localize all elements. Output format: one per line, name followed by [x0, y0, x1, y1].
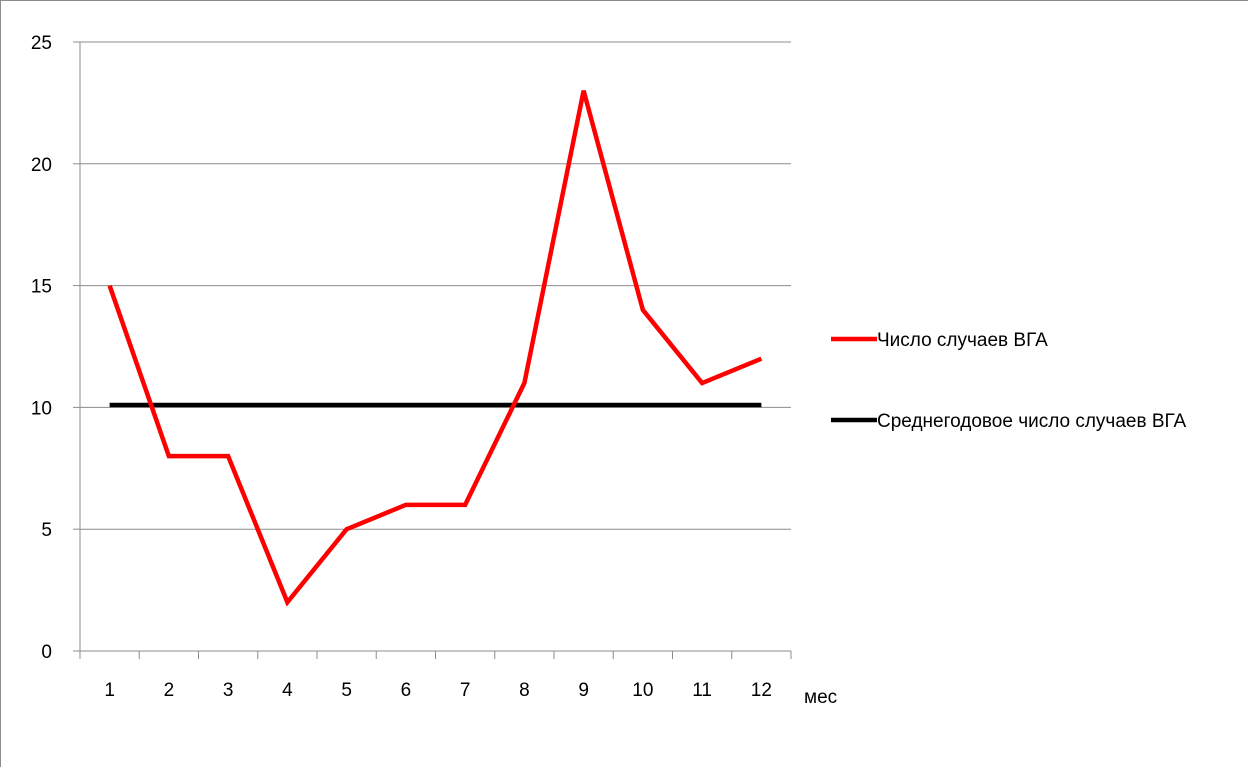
- x-tick-labels: 1 2 3 4 5 6 7 8 9 10 11 12: [104, 680, 772, 701]
- y-tick-label: 10: [31, 398, 52, 419]
- x-tick-label: 9: [578, 680, 589, 701]
- x-tick-label: 4: [282, 680, 293, 701]
- legend: Число случаев ВГА Среднегодовое число слу…: [831, 330, 1187, 432]
- y-tick-label: 5: [41, 520, 52, 541]
- x-tick-label: 2: [164, 680, 175, 701]
- x-tick-label: 6: [401, 680, 412, 701]
- y-tick-label: 15: [31, 277, 52, 298]
- series: [107, 90, 763, 607]
- x-tick-label: 12: [751, 680, 772, 701]
- y-tick-label: 0: [41, 642, 52, 663]
- x-tick-label: 1: [104, 680, 115, 701]
- legend-item: Число случаев ВГА: [831, 330, 1048, 351]
- x-tick-label: 10: [632, 680, 653, 701]
- x-axis-title: мес: [804, 687, 837, 708]
- y-tick-labels: 0 5 10 15 20 25: [31, 33, 52, 663]
- gridlines: [80, 41, 791, 530]
- legend-label: Число случаев ВГА: [877, 330, 1048, 351]
- series-line: [107, 90, 763, 607]
- x-tick-label: 3: [223, 680, 234, 701]
- x-tick-label: 11: [692, 680, 712, 701]
- x-tick-label: 8: [519, 680, 530, 701]
- y-tick-label: 25: [31, 33, 52, 54]
- y-tick-label: 20: [31, 155, 52, 176]
- x-tick-label: 7: [460, 680, 471, 701]
- legend-label: Среднегодовое число случаев ВГА: [877, 411, 1187, 432]
- x-tick-label: 5: [341, 680, 352, 701]
- legend-item: Среднегодовое число случаев ВГА: [831, 411, 1187, 432]
- axes: [73, 41, 792, 659]
